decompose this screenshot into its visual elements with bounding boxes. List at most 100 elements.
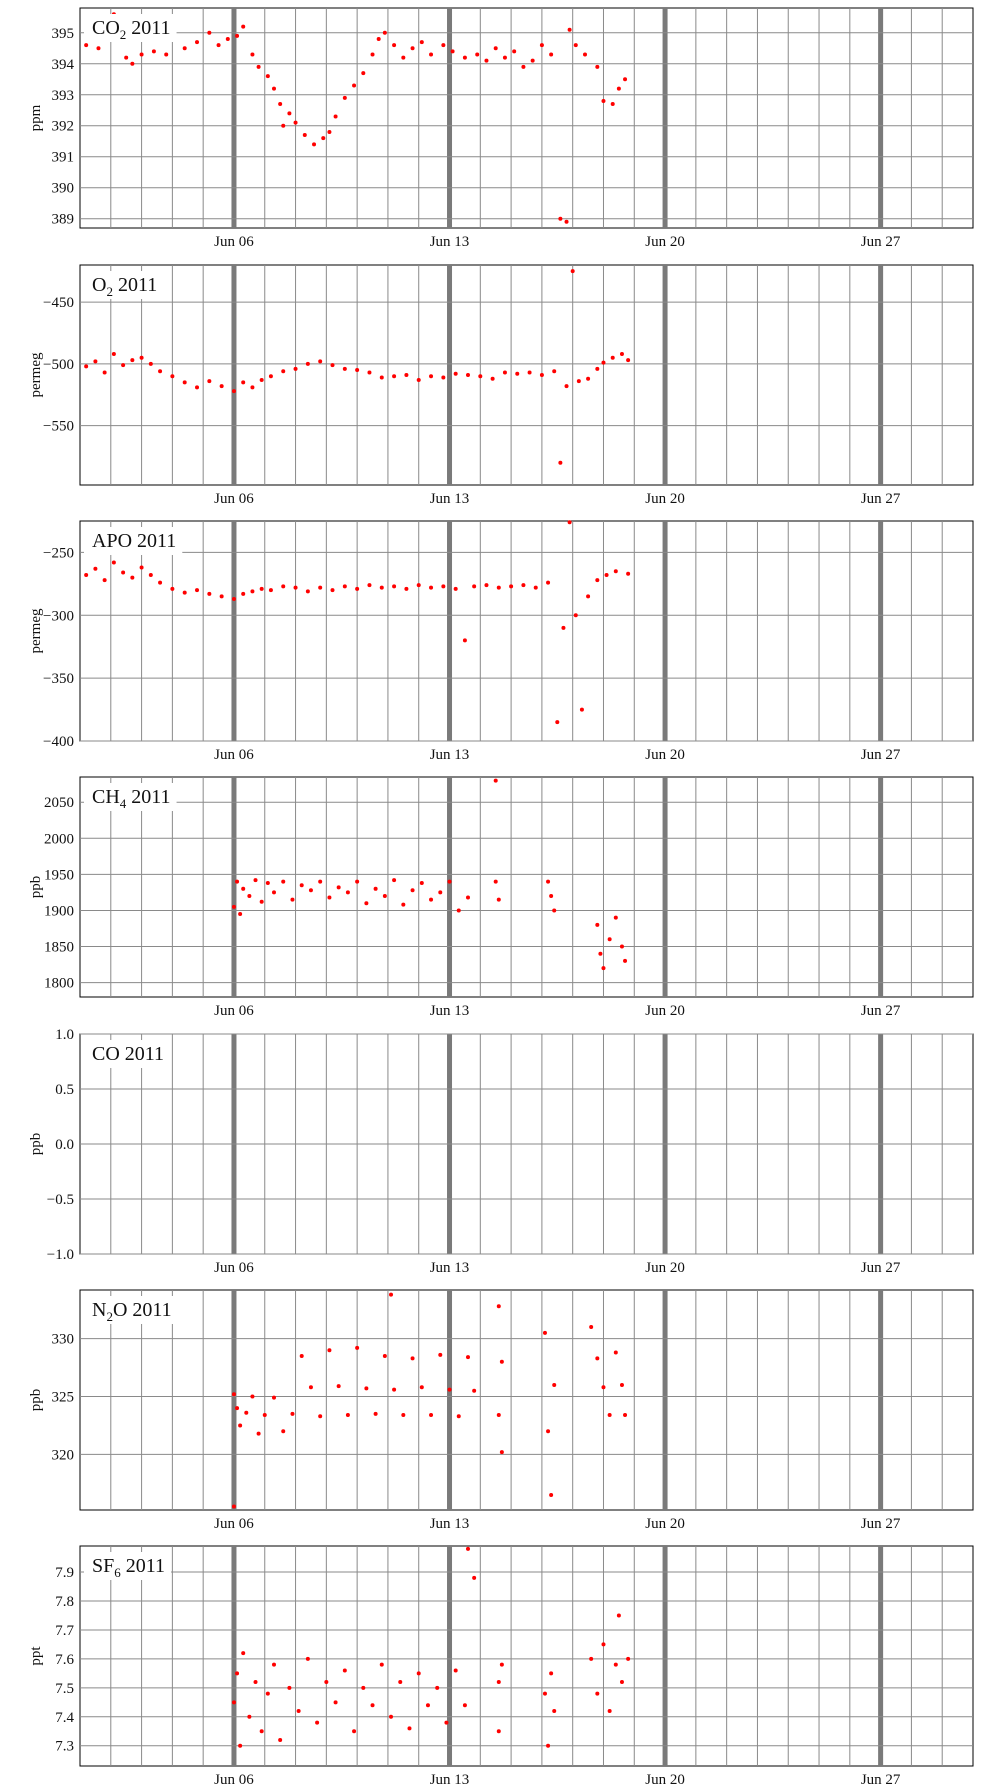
gridline-week <box>231 777 237 997</box>
data-point <box>453 586 458 591</box>
data-point <box>613 569 618 574</box>
data-point <box>573 43 578 48</box>
data-point <box>376 36 381 41</box>
data-point <box>305 589 310 594</box>
data-point <box>496 1680 501 1685</box>
data-point <box>370 52 375 57</box>
data-point <box>361 71 366 76</box>
data-point <box>182 380 187 385</box>
data-point <box>595 922 600 927</box>
y-tick-label: 7.3 <box>55 1739 74 1755</box>
x-tick-label: Jun 13 <box>430 747 470 763</box>
x-tick-label: Jun 27 <box>861 1260 901 1276</box>
data-point <box>231 596 236 601</box>
data-point <box>567 27 572 32</box>
data-point <box>355 1345 360 1350</box>
gridline-week <box>231 1290 237 1510</box>
x-tick-label: Jun 06 <box>214 491 254 507</box>
data-point <box>623 77 628 82</box>
y-tick-label: −400 <box>43 734 74 750</box>
y-tick-label: 1850 <box>44 940 74 956</box>
gridline-week <box>447 777 453 997</box>
data-point <box>121 570 126 575</box>
data-point <box>462 55 467 60</box>
gridline-week <box>662 8 668 228</box>
data-point <box>570 269 575 274</box>
x-tick-label: Jun 20 <box>645 747 685 763</box>
data-point <box>441 375 446 380</box>
data-point <box>296 1709 301 1713</box>
data-point <box>496 1413 501 1418</box>
x-tick-label: Jun 27 <box>861 747 901 763</box>
data-point <box>342 584 347 589</box>
x-tick-label: Jun 06 <box>214 234 254 250</box>
data-point <box>281 369 286 374</box>
data-point <box>558 460 563 465</box>
x-tick-label: Jun 27 <box>861 491 901 507</box>
y-tick-label: −250 <box>43 545 74 561</box>
data-point <box>595 64 600 69</box>
data-point <box>231 1700 236 1705</box>
data-point <box>450 49 455 54</box>
data-point <box>515 371 520 376</box>
data-point <box>342 366 347 371</box>
data-point <box>564 384 569 389</box>
x-tick-label: Jun 06 <box>214 747 254 763</box>
data-point <box>327 895 332 900</box>
data-point <box>231 904 236 909</box>
data-point <box>235 1671 240 1676</box>
data-point <box>324 1680 329 1685</box>
data-point <box>287 1685 292 1690</box>
data-point <box>250 385 255 390</box>
title-background <box>84 14 177 42</box>
data-point <box>478 374 483 379</box>
title-background <box>84 1040 171 1068</box>
data-point <box>268 374 273 379</box>
data-point <box>158 369 163 374</box>
data-point <box>465 895 470 900</box>
title-background <box>84 783 177 811</box>
data-point <box>158 580 163 585</box>
data-point <box>546 580 551 585</box>
gridline-week <box>447 1546 453 1766</box>
gridline-week <box>662 777 668 997</box>
data-point <box>456 908 461 913</box>
data-point <box>419 40 424 45</box>
y-tick-label: 393 <box>52 88 75 104</box>
data-point <box>315 1720 320 1725</box>
data-point <box>259 377 264 382</box>
gridline-week <box>447 265 453 485</box>
data-point <box>148 361 153 366</box>
y-tick-label: 325 <box>52 1390 75 1406</box>
data-point <box>521 583 526 588</box>
data-point <box>364 1386 369 1391</box>
data-point <box>130 61 135 66</box>
data-point <box>379 585 384 590</box>
data-point <box>250 589 255 594</box>
data-point <box>533 585 538 590</box>
title-background <box>84 1552 172 1580</box>
data-point <box>616 1613 621 1618</box>
data-point <box>241 24 246 29</box>
data-point <box>373 886 378 891</box>
data-point <box>499 1359 504 1364</box>
data-point <box>373 1411 378 1416</box>
data-point <box>444 1720 449 1725</box>
data-point <box>244 1410 249 1415</box>
x-tick-label: Jun 06 <box>214 1516 254 1532</box>
data-point <box>265 881 270 886</box>
data-point <box>567 520 572 525</box>
data-point <box>389 1292 394 1297</box>
data-point <box>262 1413 267 1418</box>
data-point <box>392 584 397 589</box>
data-point <box>302 133 307 138</box>
data-point <box>345 890 350 895</box>
gridline-week <box>447 1290 453 1510</box>
y-tick-label: 0.0 <box>55 1137 74 1153</box>
data-point <box>410 888 415 893</box>
data-point <box>93 566 98 571</box>
data-point <box>496 1304 501 1309</box>
data-point <box>241 380 246 385</box>
data-point <box>238 912 243 917</box>
data-point <box>379 375 384 380</box>
